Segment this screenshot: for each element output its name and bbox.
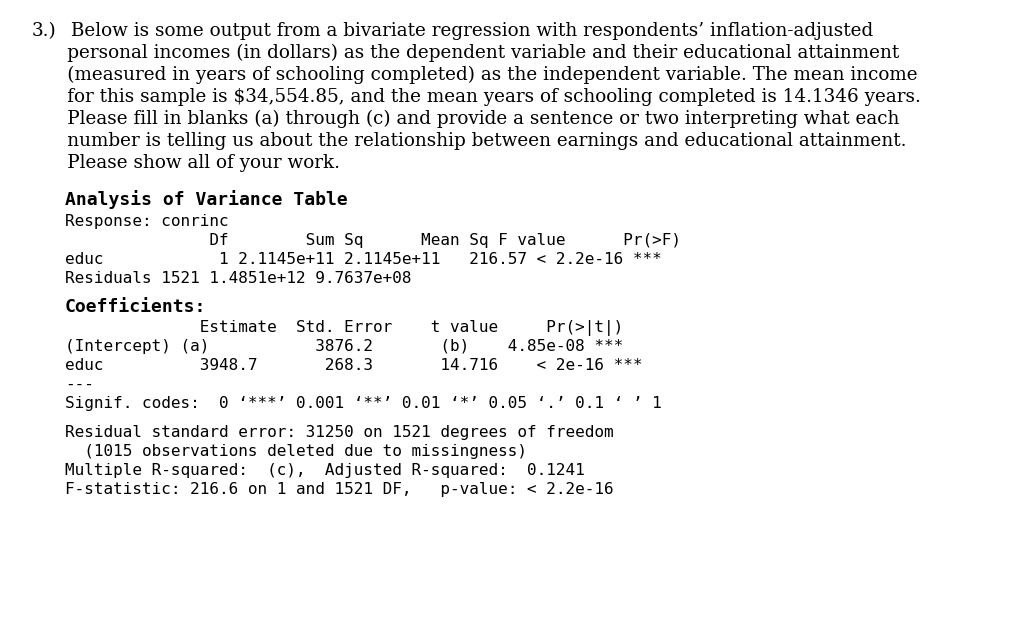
- Text: 3.): 3.): [32, 22, 56, 40]
- Text: educ            1 2.1145e+11 2.1145e+11   216.57 < 2.2e-16 ***: educ 1 2.1145e+11 2.1145e+11 216.57 < 2.…: [65, 252, 662, 267]
- Text: personal incomes (in dollars) as the dependent variable and their educational at: personal incomes (in dollars) as the dep…: [32, 44, 899, 63]
- Text: (1015 observations deleted due to missingness): (1015 observations deleted due to missin…: [65, 444, 527, 459]
- Text: Response: conrinc: Response: conrinc: [65, 214, 229, 229]
- Text: Coefficients:: Coefficients:: [65, 298, 206, 316]
- Text: Estimate  Std. Error    t value     Pr(>|t|): Estimate Std. Error t value Pr(>|t|): [65, 320, 623, 336]
- Text: Analysis of Variance Table: Analysis of Variance Table: [65, 190, 347, 209]
- Text: Residual standard error: 31250 on 1521 degrees of freedom: Residual standard error: 31250 on 1521 d…: [65, 425, 614, 440]
- Text: F-statistic: 216.6 on 1 and 1521 DF,   p-value: < 2.2e-16: F-statistic: 216.6 on 1 and 1521 DF, p-v…: [65, 482, 614, 497]
- Text: Residuals 1521 1.4851e+12 9.7637e+08: Residuals 1521 1.4851e+12 9.7637e+08: [65, 271, 411, 286]
- Text: ---: ---: [65, 377, 94, 392]
- Text: Df        Sum Sq      Mean Sq F value      Pr(>F): Df Sum Sq Mean Sq F value Pr(>F): [65, 233, 681, 248]
- Text: (measured in years of schooling completed) as the independent variable. The mean: (measured in years of schooling complete…: [32, 66, 917, 84]
- Text: (Intercept) (a)           3876.2       (b)    4.85e-08 ***: (Intercept) (a) 3876.2 (b) 4.85e-08 ***: [65, 339, 623, 354]
- Text: for this sample is $34,554.85, and the mean years of schooling completed is 14.1: for this sample is $34,554.85, and the m…: [32, 88, 920, 106]
- Text: Please fill in blanks (a) through (c) and provide a sentence or two interpreting: Please fill in blanks (a) through (c) an…: [32, 110, 899, 128]
- Text: Signif. codes:  0 ‘***’ 0.001 ‘**’ 0.01 ‘*’ 0.05 ‘.’ 0.1 ‘ ’ 1: Signif. codes: 0 ‘***’ 0.001 ‘**’ 0.01 ‘…: [65, 396, 662, 411]
- Text: Please show all of your work.: Please show all of your work.: [32, 154, 340, 172]
- Text: Multiple R-squared:  (c),  Adjusted R-squared:  0.1241: Multiple R-squared: (c), Adjusted R-squa…: [65, 463, 584, 478]
- Text: Below is some output from a bivariate regression with respondents’ inflation-adj: Below is some output from a bivariate re…: [65, 22, 873, 40]
- Text: number is telling us about the relationship between earnings and educational att: number is telling us about the relations…: [32, 132, 906, 150]
- Text: educ          3948.7       268.3       14.716    < 2e-16 ***: educ 3948.7 268.3 14.716 < 2e-16 ***: [65, 358, 643, 373]
